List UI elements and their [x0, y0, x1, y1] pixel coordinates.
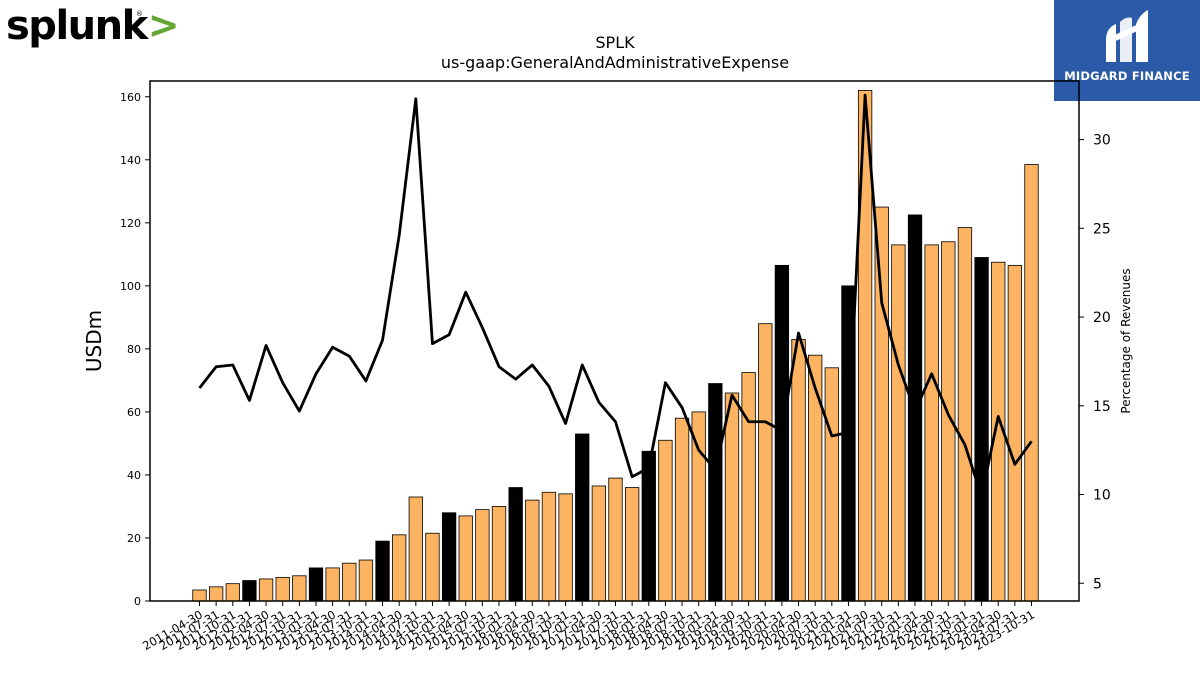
y-axis-label: USDm	[82, 310, 106, 372]
bar	[974, 257, 989, 602]
bar	[392, 534, 407, 602]
bar	[475, 509, 490, 602]
bar	[342, 562, 357, 602]
y-tick-label: 160	[120, 91, 141, 104]
bar	[508, 487, 523, 602]
bar	[408, 496, 423, 602]
y2-tick-label: 10	[1093, 488, 1111, 504]
bar	[258, 578, 274, 602]
midgard-finance-logo: MIDGARD FINANCE	[1054, 0, 1200, 101]
y-tick-label: 140	[120, 154, 141, 167]
bar	[541, 491, 557, 602]
y-axis-left: 0 20 40 60 80 100 120 140 160	[120, 91, 150, 608]
bar	[791, 339, 806, 602]
line-series	[198, 93, 1033, 498]
chart-title: SPLK	[595, 33, 635, 52]
bar	[192, 589, 207, 602]
y2-tick-label: 20	[1093, 310, 1111, 326]
bar	[575, 433, 590, 602]
bar	[658, 439, 673, 602]
y-tick-label: 60	[127, 406, 141, 419]
bar	[325, 567, 340, 602]
plot-frame	[149, 80, 1080, 602]
bars-layer	[192, 90, 1039, 602]
y2-axis-label: Percentage of Revenues	[1119, 268, 1133, 413]
bar	[1007, 264, 1023, 602]
bar	[608, 477, 623, 602]
bar	[225, 583, 240, 602]
bar	[208, 586, 224, 602]
bar	[308, 567, 324, 602]
bar	[758, 323, 773, 602]
bar	[891, 244, 906, 602]
splunk-logo-chevron: >	[147, 3, 180, 47]
bar	[741, 372, 756, 602]
bar	[874, 206, 889, 602]
bar	[242, 580, 257, 602]
bar	[491, 506, 507, 602]
splunk-logo-registered: ®	[136, 10, 143, 18]
y2-tick-label: 30	[1093, 133, 1111, 149]
bar	[641, 450, 656, 602]
bar	[708, 383, 723, 602]
y-tick-label: 120	[120, 217, 141, 230]
bar	[724, 392, 740, 602]
y-tick-label: 40	[127, 469, 141, 482]
bar	[275, 576, 290, 602]
chart-subtitle: us-gaap:GeneralAndAdministrativeExpense	[441, 53, 789, 72]
midgard-logo-icon	[1106, 10, 1148, 62]
bar	[924, 244, 939, 602]
y-tick-label: 100	[120, 280, 141, 293]
bar	[558, 493, 573, 602]
midgard-finance-brand: MIDGARD FINANCE	[1064, 69, 1190, 83]
splunk-logo-word: splunk	[6, 3, 148, 49]
bar	[525, 499, 540, 602]
bar	[824, 367, 839, 602]
bar	[674, 417, 690, 602]
bar	[458, 515, 473, 602]
y-tick-label: 20	[127, 532, 141, 545]
bar	[292, 575, 307, 602]
bar	[375, 540, 390, 602]
y2-tick-label: 15	[1093, 399, 1111, 415]
bar	[441, 512, 457, 602]
bar	[591, 485, 607, 602]
bar	[624, 487, 640, 602]
bar	[774, 264, 790, 602]
y-tick-label: 80	[127, 343, 141, 356]
y-tick-label: 0	[134, 595, 141, 608]
bar	[425, 532, 440, 602]
y2-tick-label: 25	[1093, 221, 1111, 237]
y2-tick-label: 5	[1093, 576, 1102, 592]
splunk-logo: splunk > ®	[6, 4, 180, 48]
line-layer	[198, 93, 1033, 498]
bar	[1024, 164, 1039, 602]
bar	[957, 227, 973, 602]
y-axis-right: 5 10 15 20 25 30	[1079, 133, 1111, 592]
x-axis: 2011-04-302011-07-312011-10-312012-01-31…	[140, 601, 1037, 653]
bar	[358, 559, 374, 602]
